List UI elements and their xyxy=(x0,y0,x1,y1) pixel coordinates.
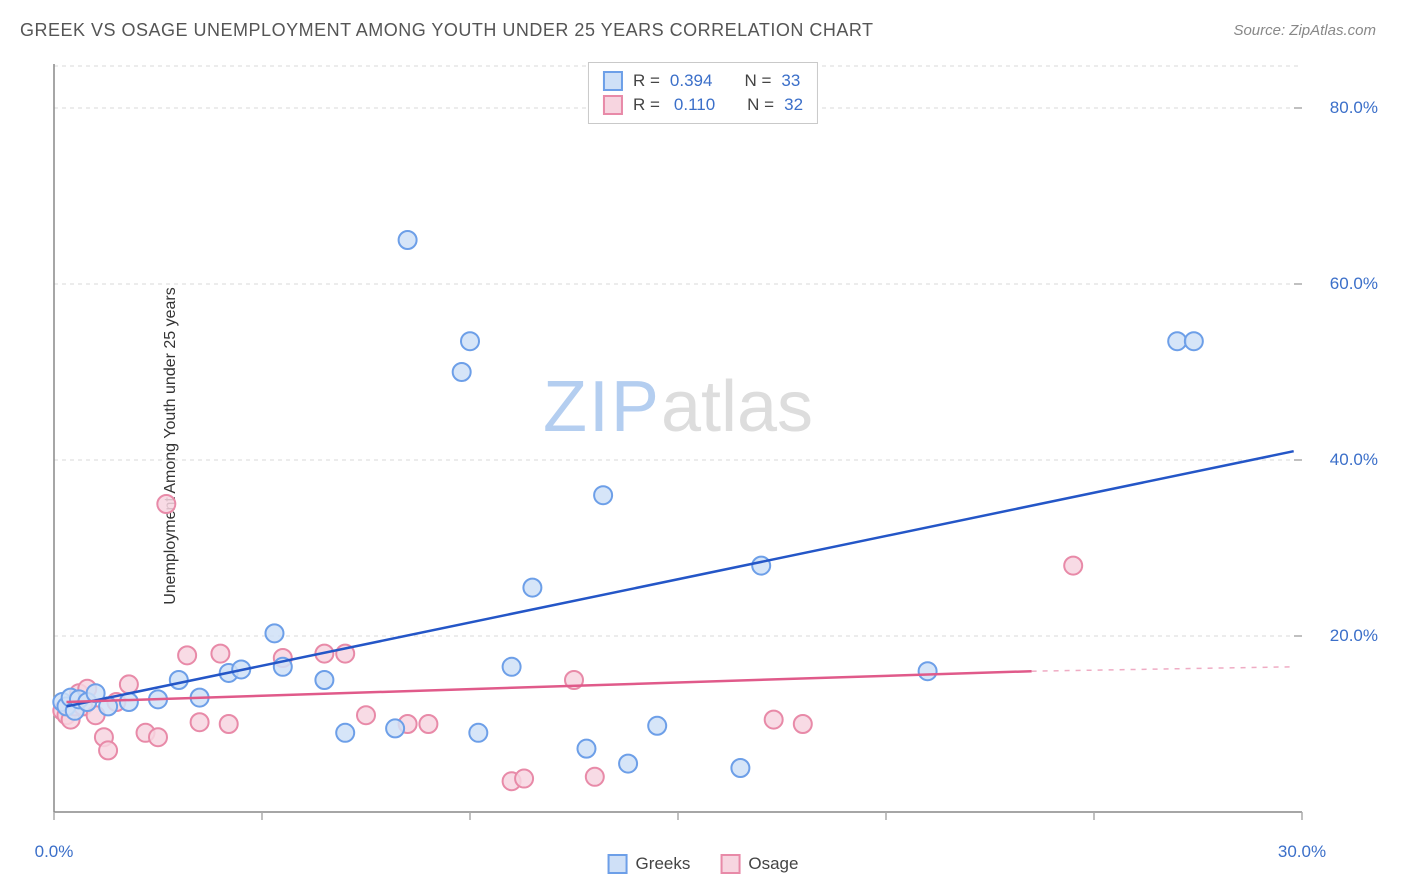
n-label: N = xyxy=(744,71,771,91)
legend-item-greeks: Greeks xyxy=(608,854,691,874)
y-tick-label: 20.0% xyxy=(1330,626,1378,646)
scatter-chart-svg xyxy=(50,60,1306,832)
plot-area: ZIPatlas xyxy=(50,60,1306,832)
legend-label: Greeks xyxy=(636,854,691,874)
r-value-greeks: 0.394 xyxy=(670,71,713,91)
r-value-osage: 0.110 xyxy=(670,95,715,115)
legend-box-icon xyxy=(720,854,740,874)
y-tick-label: 40.0% xyxy=(1330,450,1378,470)
legend-box-icon xyxy=(603,71,623,91)
x-tick-label: 30.0% xyxy=(1278,842,1326,862)
x-tick-label: 0.0% xyxy=(35,842,74,862)
y-tick-label: 80.0% xyxy=(1330,98,1378,118)
stats-legend: R = 0.394 N = 33 R = 0.110 N = 32 xyxy=(588,62,818,124)
legend-box-icon xyxy=(603,95,623,115)
r-label: R = xyxy=(633,95,660,115)
source-attribution: Source: ZipAtlas.com xyxy=(1233,22,1376,39)
n-value-greeks: 33 xyxy=(781,71,800,91)
n-label: N = xyxy=(747,95,774,115)
chart-title: GREEK VS OSAGE UNEMPLOYMENT AMONG YOUTH … xyxy=(20,20,874,41)
stats-row-greeks: R = 0.394 N = 33 xyxy=(603,69,803,93)
y-tick-label: 60.0% xyxy=(1330,274,1378,294)
stats-row-osage: R = 0.110 N = 32 xyxy=(603,93,803,117)
series-legend: Greeks Osage xyxy=(608,854,799,874)
r-label: R = xyxy=(633,71,660,91)
legend-label: Osage xyxy=(748,854,798,874)
n-value-osage: 32 xyxy=(784,95,803,115)
legend-item-osage: Osage xyxy=(720,854,798,874)
legend-box-icon xyxy=(608,854,628,874)
